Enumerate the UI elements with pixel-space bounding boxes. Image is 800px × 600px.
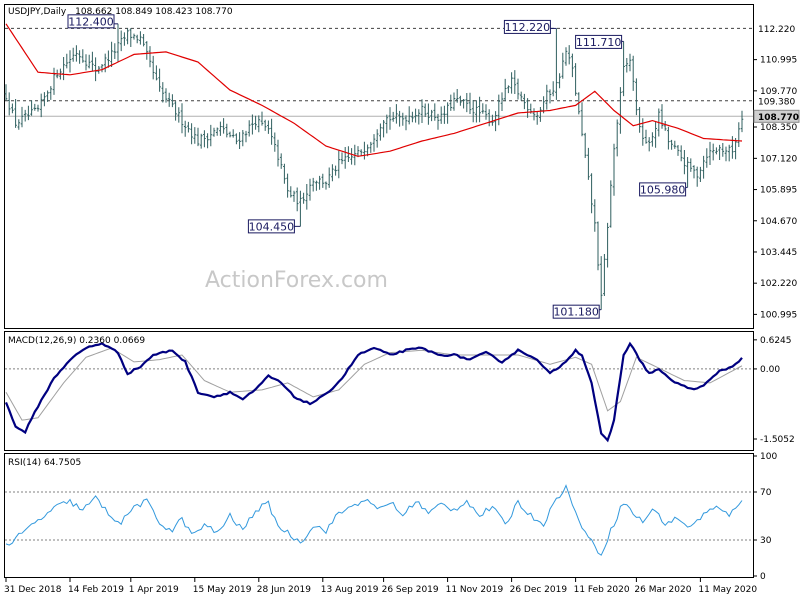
x-tick-label-5: 13 Aug 2019 — [321, 585, 379, 595]
annotation-label-5: 105.980 — [640, 183, 686, 196]
macd-panel-title: MACD(12,26,9) 0.2360 0.0669 — [8, 336, 145, 346]
price-tick-label-5: 105.895 — [760, 186, 797, 196]
macd-tick-label-2: -1.5052 — [760, 435, 795, 445]
level-tag-0 — [754, 22, 799, 35]
price-annotations: 112.400 104.450 112.220 111.710 101.180 105.9… — [67, 14, 688, 319]
price-tick-label-4: 107.120 — [760, 154, 797, 164]
annotation-label-3: 111.710 — [576, 36, 622, 49]
x-tick-label-3: 15 May 2019 — [193, 585, 252, 595]
x-tick-label-1: 14 Feb 2019 — [68, 585, 124, 595]
level-tag-label-1: 109.380 — [758, 97, 795, 107]
annotation-box-1 — [247, 219, 295, 234]
x-tick-label-2: 1 Apr 2019 — [129, 585, 179, 595]
price-tick-label-8: 102.220 — [760, 279, 797, 289]
macd-signal-line — [5, 347, 743, 421]
level-tag-label-2: 108.770 — [758, 113, 799, 123]
price-tick-label-3: 108.350 — [760, 123, 797, 133]
rsi-lines — [5, 484, 753, 556]
annotation-label-0: 112.400 — [68, 15, 114, 28]
ohlc-label: 108.662 108.849 108.423 108.770 — [75, 7, 233, 17]
symbol-label: USDJPY,Daily — [8, 7, 67, 17]
x-tick-label-9: 11 Feb 2020 — [574, 585, 630, 595]
x-axis: 31 Dec 2018 14 Feb 2019 1 Apr 2019 15 May 2… — [4, 578, 757, 595]
annotation-box-5 — [639, 182, 687, 197]
moving-average — [5, 23, 743, 157]
price-tick-label-7: 103.445 — [760, 248, 797, 258]
rsi-y-axis: 100 70 30 0 — [753, 452, 777, 582]
annotation-label-1: 104.450 — [249, 220, 295, 233]
macd-panel-frame — [4, 331, 754, 451]
macd-tick-label-1: 0.00 — [760, 365, 780, 375]
x-tick-label-8: 26 Dec 2019 — [510, 585, 568, 595]
x-tick-label-4: 28 Jun 2019 — [257, 585, 311, 595]
price-levels — [5, 27, 753, 117]
macd-lines — [4, 341, 753, 443]
price-y-axis: 112.220 110.995 109.770 108.350 107.120 105.8… — [753, 22, 800, 320]
price-panel-title: USDJPY,Daily 108.662 108.849 108.423 108… — [8, 7, 233, 17]
rsi-tick-label-2: 30 — [760, 536, 772, 546]
annotation-box-4 — [552, 304, 600, 319]
annotation-box-3 — [575, 34, 623, 49]
macd-y-axis: 0.6245 0.00 -1.5052 — [753, 336, 795, 445]
price-panel-frame — [4, 4, 754, 329]
price-tick-label-6: 104.670 — [760, 217, 797, 227]
price-tick-label-2: 109.770 — [760, 87, 797, 97]
rsi-tick-label-1: 70 — [760, 488, 772, 498]
price-bars — [4, 23, 744, 310]
macd-tick-label-0: 0.6245 — [760, 336, 792, 346]
price-tick-label-9: 100.995 — [760, 310, 797, 320]
macd-line — [4, 341, 743, 443]
annotation-box-2 — [503, 19, 551, 34]
watermark: ActionForex.com — [205, 268, 388, 293]
level-tag-2 — [753, 109, 800, 123]
rsi-panel-title: RSI(14) 64.7505 — [8, 458, 81, 468]
x-tick-label-11: 11 May 2020 — [698, 585, 757, 595]
annotation-box-0 — [67, 14, 115, 29]
x-tick-label-10: 26 Mar 2020 — [634, 585, 691, 595]
price-tick-label-1: 110.995 — [760, 56, 797, 66]
x-tick-label-7: 11 Nov 2019 — [446, 585, 504, 595]
annotation-label-4: 101.180 — [553, 306, 599, 319]
x-tick-label-6: 26 Sep 2019 — [382, 585, 439, 595]
rsi-panel-frame — [4, 453, 754, 578]
ma-line — [5, 23, 743, 157]
x-tick-label-0: 31 Dec 2018 — [4, 585, 62, 595]
rsi-tick-label-3: 0 — [760, 572, 766, 582]
level-tag-label-0: 112.220 — [758, 25, 795, 35]
rsi-line — [5, 484, 743, 556]
ohlc-bars — [4, 23, 744, 310]
annotation-label-2: 112.220 — [505, 21, 551, 34]
level-tag-1 — [754, 94, 799, 107]
rsi-tick-label-0: 100 — [760, 452, 777, 462]
